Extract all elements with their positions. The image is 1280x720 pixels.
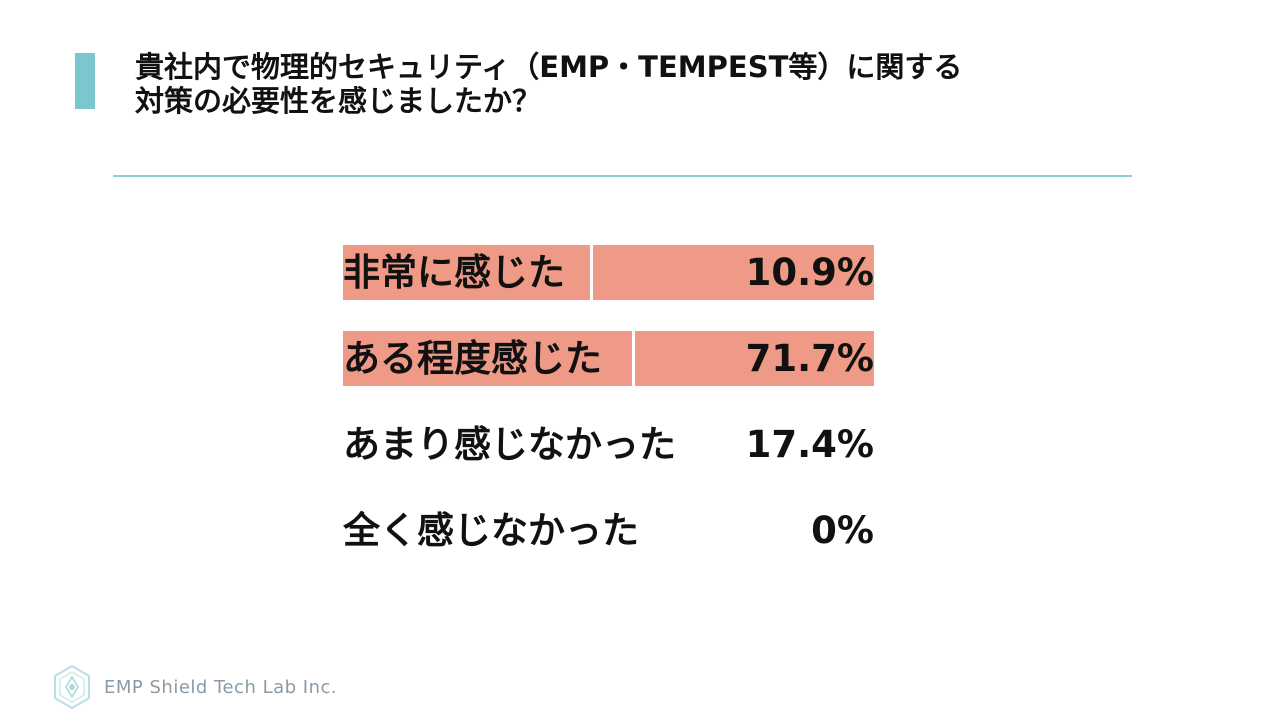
row-value: 0%: [811, 509, 874, 552]
page-title: 貴社内で物理的セキュリティ（EMP・TEMPEST等）に関する 対策の必要性を感…: [135, 50, 962, 118]
row-value-highlight: [635, 331, 874, 386]
title-divider: [113, 175, 1132, 177]
row-label: ある程度感じた: [343, 337, 602, 380]
row-label-highlight: [343, 245, 590, 300]
row-value: 71.7%: [745, 337, 874, 380]
row-value: 10.9%: [745, 251, 874, 294]
row-value: 17.4%: [745, 423, 874, 466]
row-label: 非常に感じた: [343, 251, 565, 294]
row-label: 全く感じなかった: [343, 509, 639, 552]
results-table: 非常に感じた 10.9% ある程度感じた 71.7% あまり感じなかった 17.4% 全く感…: [343, 245, 874, 558]
row-value-highlight: [593, 245, 874, 300]
title-accent-bar: [75, 53, 95, 109]
page-title-line-2: 対策の必要性を感じましたか？: [135, 84, 542, 118]
table-row: 非常に感じた 10.9%: [343, 245, 874, 300]
shield-logo-icon: [54, 664, 90, 710]
company-name: EMP Shield Tech Lab Inc.: [104, 676, 338, 698]
table-row: 全く感じなかった 0%: [343, 503, 874, 558]
table-row: あまり感じなかった 17.4%: [343, 417, 874, 472]
row-label: あまり感じなかった: [343, 423, 676, 466]
footer: EMP Shield Tech Lab Inc.: [52, 664, 337, 710]
page-title-line-1: 貴社内で物理的セキュリティ（EMP・TEMPEST等）に関する: [135, 50, 963, 84]
table-row: ある程度感じた 71.7%: [343, 331, 874, 386]
row-label-highlight: [343, 331, 632, 386]
